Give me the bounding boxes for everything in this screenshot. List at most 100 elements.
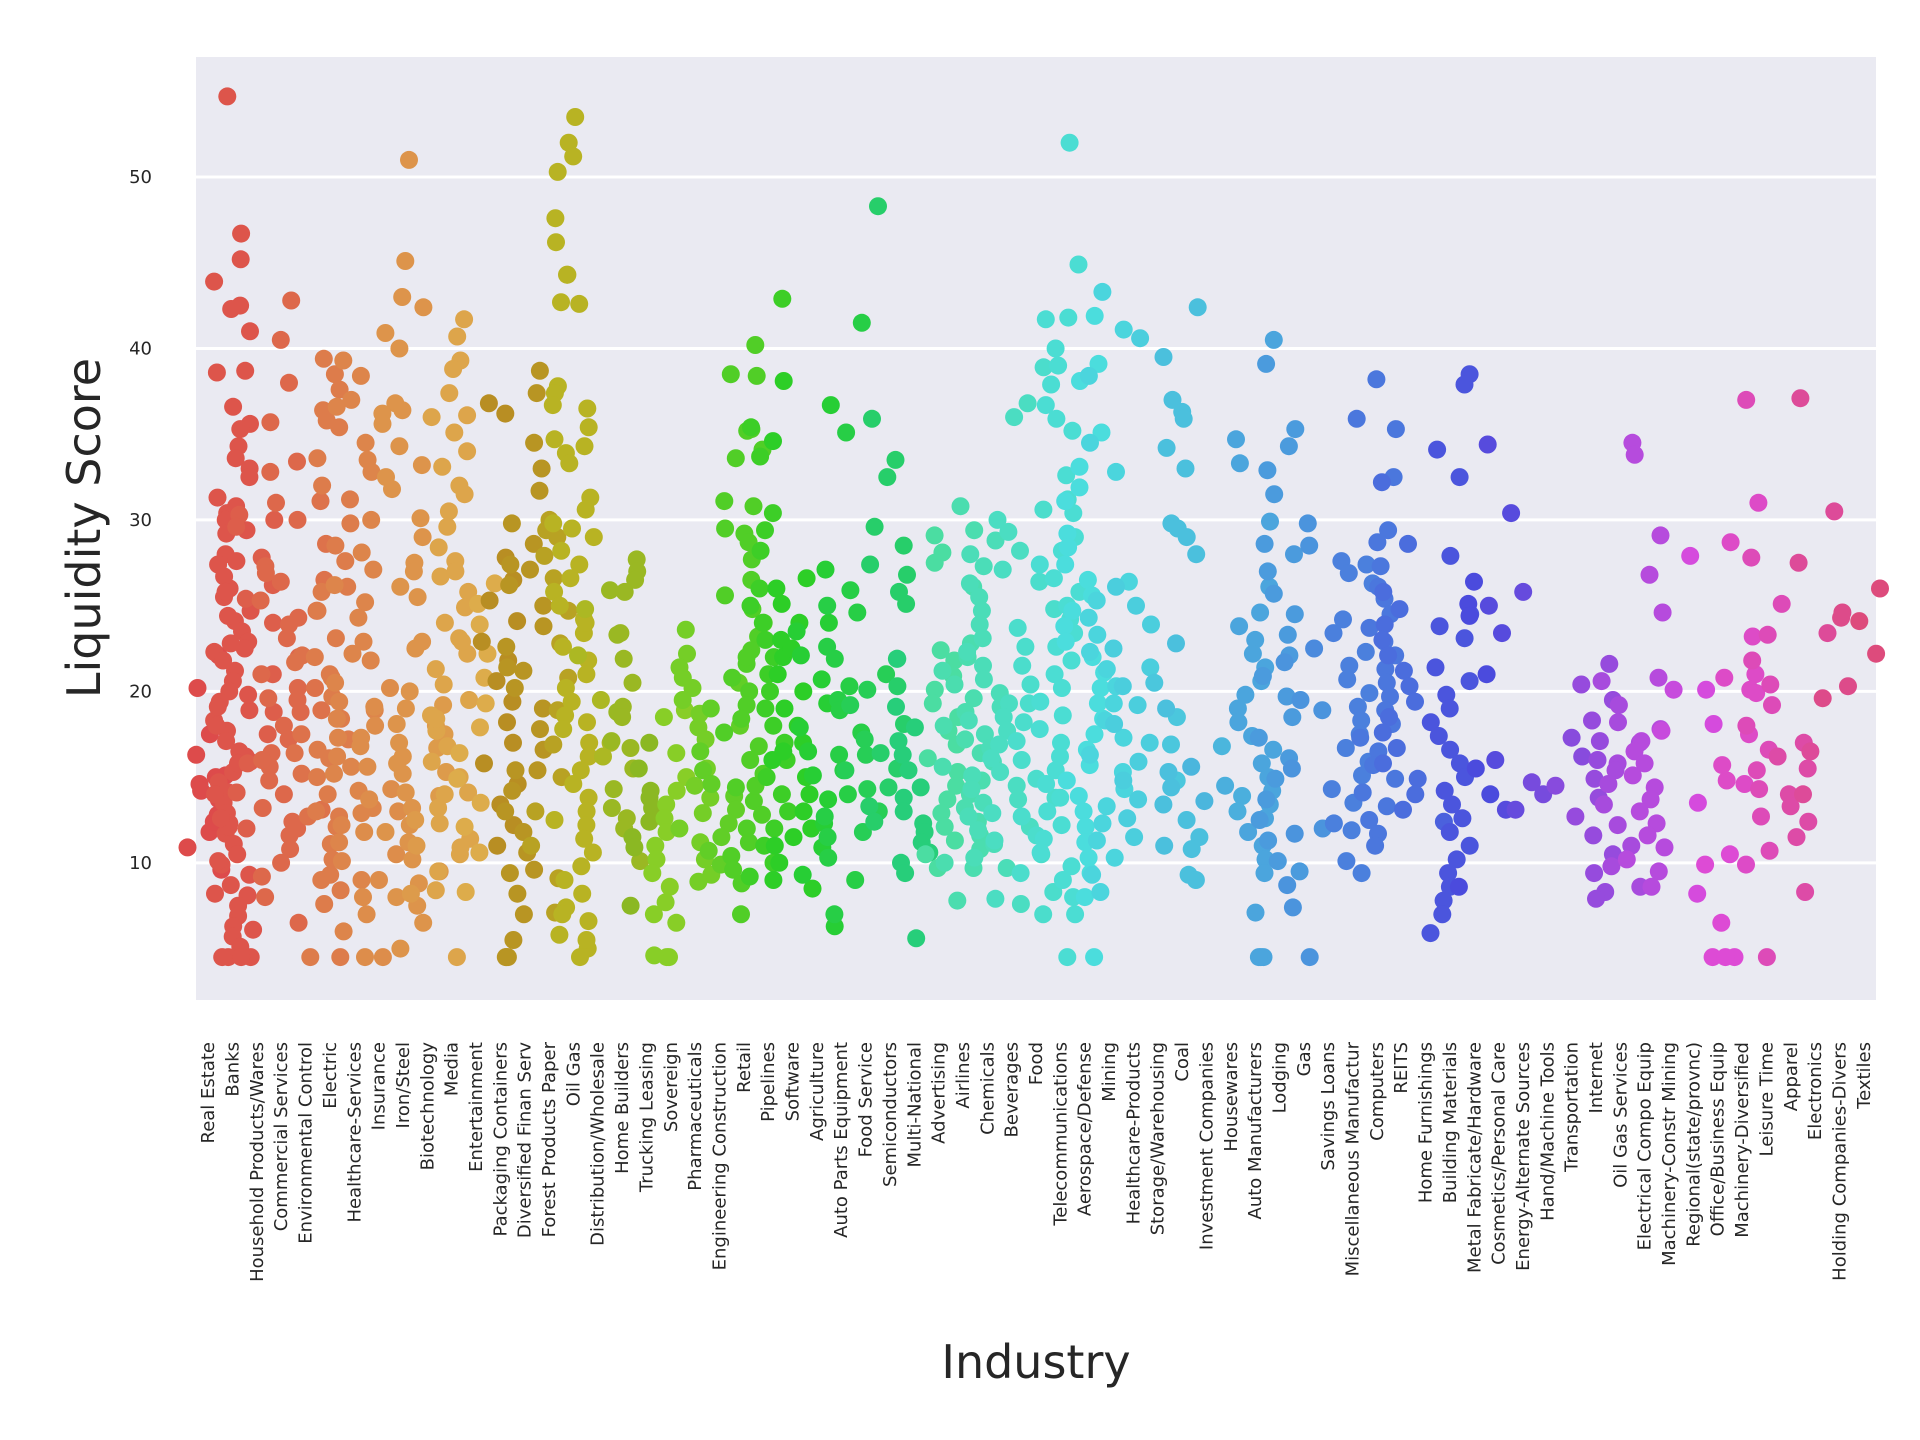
data-point — [1379, 521, 1398, 540]
x-tick-label: Airlines — [953, 1042, 974, 1109]
data-point — [1127, 596, 1145, 615]
data-point — [732, 905, 750, 924]
data-point — [886, 450, 905, 469]
data-point — [1712, 913, 1731, 932]
data-point — [751, 447, 770, 466]
data-point — [256, 564, 275, 583]
data-point — [935, 853, 954, 872]
data-point — [265, 510, 284, 529]
data-point — [1377, 797, 1396, 816]
data-point — [224, 397, 243, 416]
data-point — [791, 646, 810, 665]
data-point — [356, 593, 375, 612]
data-point — [1129, 790, 1148, 809]
series-67 — [1813, 603, 1857, 708]
data-point — [1429, 727, 1448, 745]
data-point — [1118, 809, 1137, 828]
data-point — [1747, 761, 1766, 780]
data-point — [408, 588, 427, 607]
data-point — [488, 836, 507, 855]
data-point — [994, 708, 1013, 727]
data-point — [387, 715, 406, 733]
data-point — [825, 649, 844, 668]
x-tick-label: Gas — [1294, 1042, 1315, 1076]
data-point — [959, 807, 978, 826]
data-point — [775, 699, 794, 718]
data-point — [1114, 728, 1133, 747]
data-point — [1277, 687, 1296, 706]
data-point — [732, 709, 751, 728]
data-point — [799, 742, 818, 761]
data-point — [361, 651, 380, 670]
x-tick-label: Iron/Steel — [393, 1042, 414, 1128]
x-tick-label: Sovereign — [661, 1042, 682, 1132]
data-point — [660, 948, 678, 967]
data-point — [1045, 665, 1064, 684]
data-point — [285, 744, 304, 763]
data-point — [830, 745, 849, 764]
data-point — [1324, 624, 1343, 643]
data-point — [327, 709, 346, 728]
series-40 — [1154, 298, 1209, 889]
x-tick-label: Machinery-Constr Mining — [1659, 1042, 1680, 1266]
data-point — [1367, 370, 1386, 389]
data-point — [784, 828, 803, 847]
data-point — [1062, 857, 1081, 876]
data-point — [530, 361, 549, 380]
data-point — [779, 802, 798, 821]
data-point — [1352, 864, 1371, 883]
data-point — [1640, 565, 1659, 584]
data-point — [1097, 797, 1116, 816]
data-point — [1091, 883, 1110, 901]
data-point — [362, 510, 381, 529]
x-tick-label: Aerospace/Defense — [1075, 1042, 1096, 1216]
data-point — [1177, 811, 1196, 829]
data-point — [614, 649, 633, 668]
data-point — [741, 751, 760, 769]
data-point — [841, 696, 860, 715]
data-point — [1057, 466, 1076, 485]
data-point — [888, 649, 907, 668]
data-point — [1313, 701, 1332, 720]
data-point — [1062, 651, 1081, 670]
data-point — [331, 948, 350, 967]
data-point — [821, 396, 840, 415]
data-point — [1044, 883, 1063, 901]
data-point — [1154, 348, 1173, 366]
data-point — [217, 732, 236, 751]
data-point — [1034, 905, 1053, 924]
data-point — [673, 691, 692, 709]
data-point — [570, 294, 589, 313]
series-13 — [496, 361, 553, 967]
data-point — [356, 433, 375, 452]
data-point — [288, 819, 307, 838]
data-point — [546, 209, 565, 228]
data-point — [853, 823, 872, 841]
x-tick-label: Lodging — [1270, 1042, 1291, 1113]
y-tick-label: 20 — [129, 681, 152, 702]
data-point — [252, 665, 271, 684]
data-point — [308, 768, 326, 787]
data-point — [1085, 948, 1104, 967]
data-point — [314, 349, 333, 368]
data-point — [1839, 677, 1857, 696]
data-point — [1079, 608, 1098, 627]
series-24 — [763, 372, 822, 898]
data-point — [1259, 831, 1278, 850]
data-point — [1339, 564, 1358, 583]
data-point — [1630, 802, 1649, 821]
series-36 — [1055, 306, 1114, 967]
data-point — [640, 733, 659, 752]
data-point — [1252, 754, 1271, 773]
data-point — [602, 799, 621, 817]
data-point — [1114, 771, 1133, 790]
data-point — [1258, 461, 1277, 480]
y-tick-label: 50 — [129, 167, 152, 188]
data-point — [260, 771, 279, 790]
data-point — [1013, 656, 1032, 675]
data-point — [1128, 696, 1147, 715]
data-point — [1163, 390, 1182, 409]
x-tick-label: Computers — [1367, 1042, 1388, 1141]
x-tick-label: Electronics — [1805, 1042, 1826, 1140]
data-point — [1716, 948, 1735, 967]
